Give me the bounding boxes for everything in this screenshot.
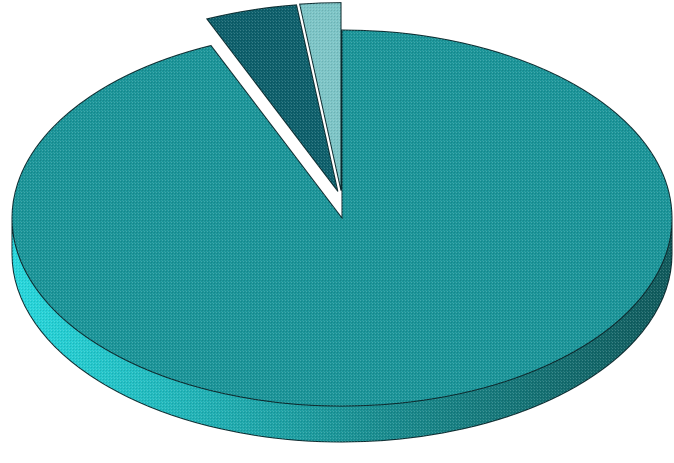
pie-top-layer — [11, 2, 673, 407]
pie-slice-0 — [11, 29, 673, 407]
